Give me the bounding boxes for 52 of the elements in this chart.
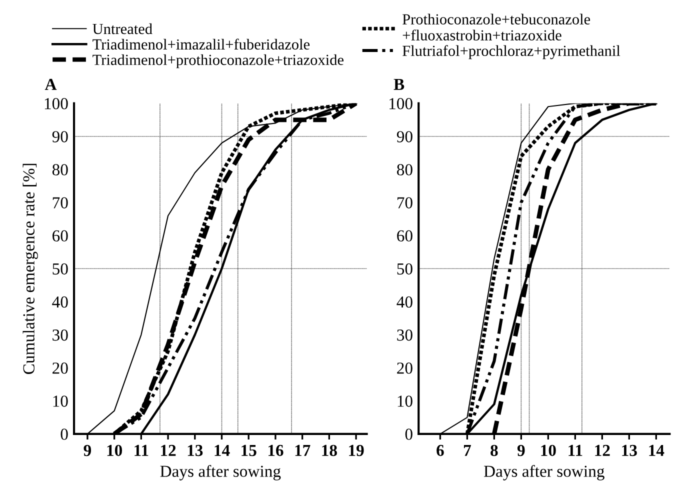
y-tick-label: 60 xyxy=(52,230,68,242)
y-tick-label: 20 xyxy=(397,362,412,374)
x-tick-label: 14 xyxy=(214,444,230,456)
y-tick-label: 0 xyxy=(405,428,412,440)
x-tick-label: 18 xyxy=(322,444,337,456)
x-tick-label: 9 xyxy=(84,444,92,456)
x-axis-title: Days after sowing xyxy=(160,465,281,480)
y-tick-label: 90 xyxy=(396,131,412,142)
legend-label: Flutriafol+prochloraz+pyrimethanil xyxy=(402,45,620,60)
x-tick-label: 6 xyxy=(436,444,444,456)
x-tick-label: 13 xyxy=(188,444,203,456)
x-tick-label: 12 xyxy=(595,444,610,456)
x-tick-label: 8 xyxy=(490,444,498,456)
x-tick-label: 12 xyxy=(161,444,176,456)
x-tick-label: 17 xyxy=(295,444,310,456)
x-tick-label: 11 xyxy=(134,444,148,456)
y-tick-label: 90 xyxy=(52,131,68,142)
y-tick-label: 40 xyxy=(52,296,68,308)
legend-label: Prothioconazole+tebuconazole +fluoxastrobin+triazoxide xyxy=(402,14,590,40)
y-tick-label: 70 xyxy=(397,197,412,208)
legend-label: Untreated xyxy=(92,23,152,34)
y-tick-label: 50 xyxy=(52,263,68,275)
y-tick-label: 10 xyxy=(53,396,68,407)
x-tick-label: 10 xyxy=(107,444,122,456)
chart-title: B xyxy=(394,78,404,90)
y-tick-label: 80 xyxy=(52,164,68,176)
y-tick-label: 70 xyxy=(52,197,68,208)
x-tick-label: 14 xyxy=(649,444,664,456)
x-tick-label: 10 xyxy=(541,444,556,456)
y-tick-label: 60 xyxy=(397,230,412,242)
legend-label: Triadimenol+imazalil+fuberidazole xyxy=(92,38,310,50)
legend-label: Triadimenol+prothioconazole+triazoxide xyxy=(92,54,344,68)
y-tick-label: 30 xyxy=(52,329,68,341)
x-tick-label: 11 xyxy=(568,444,582,456)
x-tick-label: 13 xyxy=(622,444,637,456)
x-axis-title: Days after sowing xyxy=(484,465,604,480)
y-tick-label: 0 xyxy=(60,428,68,440)
y-tick-label: 10 xyxy=(398,396,412,407)
y-axis-title: Cumulative emergence rate [%] xyxy=(22,164,38,374)
y-tick-label: 100 xyxy=(44,98,68,110)
x-tick-label: 15 xyxy=(242,444,256,456)
y-tick-label: 100 xyxy=(390,98,412,110)
x-tick-label: 19 xyxy=(349,444,364,456)
y-tick-label: 40 xyxy=(396,296,412,308)
x-tick-label: 7 xyxy=(464,445,471,456)
x-tick-label: 16 xyxy=(268,444,284,456)
y-tick-label: 80 xyxy=(397,164,412,176)
y-tick-label: 30 xyxy=(397,329,412,341)
x-tick-label: 9 xyxy=(517,444,525,456)
y-tick-label: 50 xyxy=(397,263,412,275)
y-tick-label: 20 xyxy=(52,362,68,374)
chart-title: A xyxy=(44,78,57,90)
